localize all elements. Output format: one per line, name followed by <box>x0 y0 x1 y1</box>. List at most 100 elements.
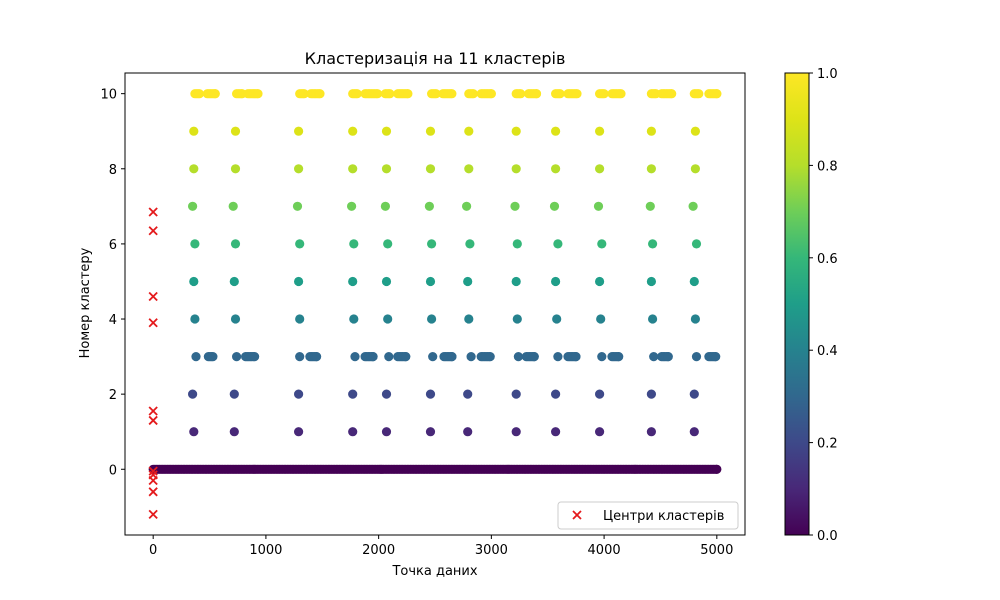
data-point <box>513 352 524 362</box>
colorbar-tick-label: 1.0 <box>817 67 838 82</box>
data-point <box>614 352 624 362</box>
data-point <box>210 89 220 99</box>
data-point <box>595 427 605 437</box>
data-point <box>553 352 563 362</box>
data-point <box>646 427 657 437</box>
colorbar-tick-label: 0.0 <box>817 529 838 544</box>
data-point <box>383 239 393 249</box>
data-point <box>465 239 475 249</box>
data-point <box>712 464 722 474</box>
data-point <box>352 89 362 99</box>
data-point <box>689 427 699 437</box>
data-point <box>208 352 218 362</box>
data-point <box>425 427 436 437</box>
data-point <box>551 276 561 287</box>
data-point <box>572 89 582 99</box>
data-point <box>531 89 542 99</box>
data-point <box>667 89 677 99</box>
x-axis-ticks: 0 1000 2000 3000 4000 5000 <box>149 535 733 558</box>
centers-layer <box>148 207 158 519</box>
data-point <box>663 352 673 362</box>
cluster-center <box>148 466 158 476</box>
cluster-center <box>148 318 158 328</box>
data-point <box>648 314 658 324</box>
data-point <box>299 89 309 99</box>
data-point <box>348 427 358 437</box>
data-point <box>425 126 436 136</box>
data-point <box>511 389 521 399</box>
x-tick-label: 0 <box>149 543 157 558</box>
data-point <box>468 89 478 99</box>
y-tick-label: 2 <box>109 388 117 403</box>
data-point <box>463 389 473 399</box>
colorbar-ticks: 0.0 0.2 0.4 0.6 0.8 1.0 <box>809 67 838 544</box>
data-point <box>189 276 199 287</box>
data-point <box>511 427 521 437</box>
y-tick-label: 0 <box>109 463 117 478</box>
data-point <box>551 126 561 136</box>
colorbar-tick-label: 0.4 <box>817 344 838 359</box>
data-point <box>294 389 304 399</box>
data-point <box>689 389 699 399</box>
x-tick-label: 1000 <box>249 543 282 558</box>
data-point <box>381 276 392 287</box>
data-point <box>294 427 304 437</box>
data-point <box>424 201 434 211</box>
cluster-center <box>148 226 158 236</box>
data-point <box>712 89 722 99</box>
data-point <box>690 314 701 324</box>
data-point <box>425 276 436 287</box>
data-point <box>512 239 522 249</box>
data-point <box>688 201 698 211</box>
data-point <box>691 352 702 362</box>
data-point <box>711 352 721 362</box>
chart-title: Кластеризація на 11 кластерів <box>305 49 566 68</box>
data-point <box>381 389 392 399</box>
data-point <box>571 352 581 362</box>
data-point <box>425 164 436 174</box>
data-point <box>348 389 358 399</box>
data-point <box>294 164 304 174</box>
data-point <box>646 389 657 399</box>
x-tick-label: 3000 <box>475 543 508 558</box>
data-point <box>529 352 539 362</box>
data-point <box>368 352 378 362</box>
cluster-center <box>148 406 158 416</box>
colorbar: 0.0 0.2 0.4 0.6 0.8 1.0 <box>784 67 838 544</box>
data-point <box>646 126 657 136</box>
y-axis-ticks: 0 2 4 6 8 10 <box>100 88 125 478</box>
data-point <box>295 314 305 324</box>
data-point <box>401 352 411 362</box>
data-point <box>648 239 658 249</box>
colorbar-tick-label: 0.6 <box>817 252 838 267</box>
cluster-center <box>148 207 158 217</box>
data-point <box>689 276 699 287</box>
data-point <box>466 352 476 362</box>
data-point <box>190 239 200 249</box>
data-point <box>690 164 701 174</box>
legend-marker-x <box>572 510 582 520</box>
data-point <box>463 427 473 437</box>
data-point <box>232 352 242 362</box>
data-point <box>599 89 609 99</box>
points-layer <box>148 89 722 474</box>
data-point <box>690 126 701 136</box>
data-point <box>425 389 436 399</box>
data-point <box>230 314 241 324</box>
data-point <box>431 89 441 99</box>
data-point <box>349 239 359 249</box>
y-tick-label: 10 <box>100 88 117 103</box>
data-point <box>230 239 241 249</box>
data-point <box>551 164 561 174</box>
data-point <box>595 126 605 136</box>
colorbar-gradient <box>784 72 810 536</box>
data-point <box>511 126 521 136</box>
data-point <box>348 126 358 136</box>
data-point <box>553 239 563 249</box>
data-point <box>348 276 358 287</box>
legend: Центри кластерів <box>557 501 739 530</box>
plot-area: 0 1000 2000 3000 4000 5000 0 2 4 6 8 10 <box>100 72 746 558</box>
colorbar-tick-label: 0.8 <box>817 159 838 174</box>
data-point <box>230 126 241 136</box>
data-point <box>447 89 457 99</box>
